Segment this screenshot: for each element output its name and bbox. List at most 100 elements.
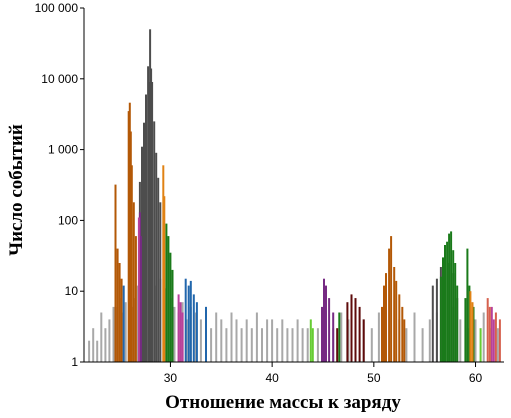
bar-green (466, 248, 469, 362)
x-axis-title: Отношение массы к заряду (165, 392, 401, 413)
bar-background (100, 312, 103, 362)
bar-magenta (492, 319, 495, 362)
bar-pink (488, 306, 491, 362)
bar-background (340, 312, 343, 362)
bar-magenta (137, 217, 140, 362)
bar-background (235, 319, 238, 362)
bar-dark (155, 152, 158, 362)
bar-background (301, 328, 304, 362)
bar-background (220, 319, 223, 362)
y-tick-label: 10 000 (41, 72, 78, 86)
bar-maroon (350, 294, 353, 362)
bar-green (169, 252, 172, 362)
bar-background (276, 328, 279, 362)
bar-gold (163, 196, 166, 362)
bar-orange (114, 184, 117, 362)
bar-pink (494, 312, 497, 362)
bar-purple (139, 236, 142, 362)
bar-pink (498, 319, 501, 362)
bar-orange (134, 236, 137, 362)
bar-orange (388, 248, 391, 362)
bar-background (405, 328, 408, 362)
bar-background (245, 319, 248, 362)
bar-magenta (490, 306, 493, 362)
bar-magenta (179, 302, 182, 362)
x-tick-label: 50 (367, 371, 381, 385)
bar-green (338, 312, 341, 362)
bar-dark (143, 122, 145, 362)
x-tick-label: 30 (164, 371, 178, 385)
bar-purple (325, 285, 327, 362)
bar-background (261, 328, 263, 362)
bar-background (413, 312, 416, 362)
y-tick-label: 10 (65, 284, 79, 298)
bar-blue (205, 306, 207, 362)
bar-background (240, 328, 243, 362)
bar-lime (479, 328, 482, 362)
bar-gold (471, 302, 474, 362)
bar-maroon (336, 328, 339, 362)
bar-orange (401, 306, 404, 362)
bar-background (428, 319, 431, 362)
bar-background (266, 319, 269, 362)
y-ticks: 1 10 100 1 000 10 000 100 000 (35, 1, 84, 369)
bar-background (255, 312, 258, 362)
bar-dark (431, 285, 434, 362)
y-tick-label: 1 000 (48, 143, 78, 157)
bar-background (281, 319, 284, 362)
bar-background (225, 328, 228, 362)
bar-blue (122, 285, 125, 362)
bar-background (474, 319, 477, 362)
bar-background (173, 306, 176, 362)
bar-orange (130, 165, 133, 362)
bar-background (88, 340, 91, 362)
bar-blue (195, 302, 198, 362)
bar-magenta (181, 312, 184, 362)
bar-green (444, 245, 446, 362)
bar-background (199, 319, 202, 362)
bar-blue (189, 280, 192, 362)
bar-background (316, 328, 319, 362)
x-tick-label: 60 (469, 371, 483, 385)
bar-background (112, 306, 115, 362)
bar-purple (323, 278, 325, 362)
bar-background (104, 328, 107, 362)
bar-orange (127, 111, 130, 362)
bar-background (271, 319, 274, 362)
bar-green (442, 257, 444, 362)
bar-orange (403, 319, 406, 362)
bar-maroon (358, 306, 361, 362)
bar-background (108, 319, 111, 362)
bar-background (230, 312, 233, 362)
bar-dark (435, 278, 438, 362)
bar-green (454, 263, 457, 362)
bar-orange (132, 202, 135, 362)
bar-background (291, 328, 294, 362)
bar-orange (118, 263, 121, 362)
bar-green (450, 231, 453, 362)
bar-maroon (346, 302, 349, 362)
bar-green (456, 285, 459, 362)
bar-pink (486, 298, 489, 362)
bar-blue (187, 285, 190, 362)
bars-layer (88, 29, 501, 363)
bar-background (306, 328, 309, 362)
bar-dark (151, 82, 154, 362)
y-tick-label: 100 000 (35, 1, 79, 15)
bar-background (124, 302, 127, 362)
bar-green (464, 298, 467, 362)
bar-dark (159, 202, 162, 362)
bar-gold (469, 291, 472, 362)
bar-lime (311, 328, 314, 362)
bar-background (210, 328, 213, 362)
x-ticks: 30 40 50 60 (164, 362, 483, 385)
bar-orange (393, 267, 396, 362)
bar-background (286, 328, 289, 362)
bar-magenta (177, 294, 180, 362)
bar-maroon (362, 319, 365, 362)
bar-green (448, 233, 451, 362)
y-tick-label: 1 (71, 355, 78, 369)
bar-purple (332, 312, 335, 362)
bar-maroon (354, 298, 357, 362)
